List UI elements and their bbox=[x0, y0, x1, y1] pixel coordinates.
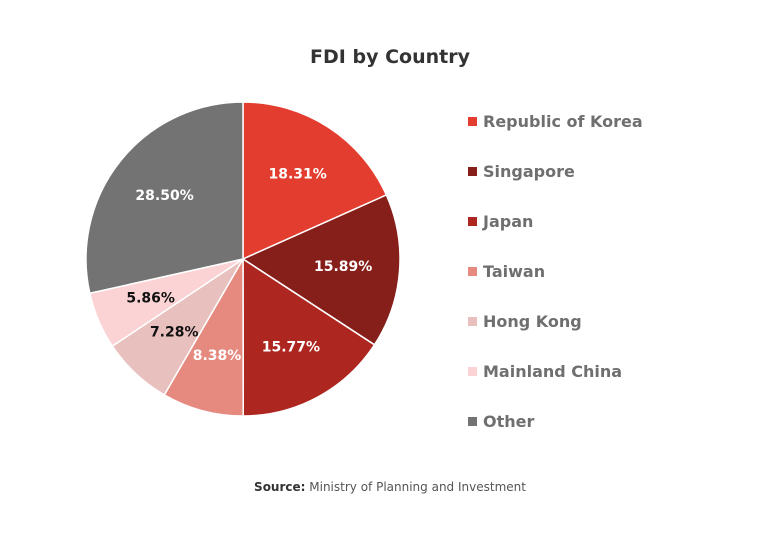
legend-swatch bbox=[468, 266, 477, 276]
data-label-other: 28.50% bbox=[135, 188, 193, 204]
legend-swatch bbox=[468, 316, 477, 326]
legend-item-republic-of-korea: Republic of Korea bbox=[468, 109, 643, 133]
legend-swatch bbox=[468, 116, 477, 126]
data-label-mainland-china: 5.86% bbox=[126, 291, 175, 307]
data-label-taiwan: 8.38% bbox=[193, 348, 242, 364]
legend-swatch bbox=[468, 366, 477, 376]
legend-item-hong-kong: Hong Kong bbox=[468, 309, 582, 333]
legend-swatch bbox=[468, 216, 477, 226]
legend-item-taiwan: Taiwan bbox=[468, 259, 545, 283]
data-label-republic-of-korea: 18.31% bbox=[269, 167, 327, 183]
legend-label: Republic of Korea bbox=[483, 111, 643, 131]
legend-label: Taiwan bbox=[483, 261, 546, 281]
legend-swatch bbox=[468, 416, 477, 426]
data-label-japan: 15.77% bbox=[262, 339, 320, 355]
legend-item-singapore: Singapore bbox=[468, 159, 575, 183]
source-text: Ministry of Planning and Investment bbox=[305, 480, 526, 494]
source-key: Source: bbox=[254, 480, 306, 494]
legend-label: Mainland China bbox=[483, 361, 623, 381]
source-note: Source: Ministry of Planning and Investm… bbox=[0, 480, 780, 494]
pie-slice-republic-of-korea bbox=[242, 101, 388, 260]
pie-slice-singapore bbox=[242, 194, 401, 346]
data-label-singapore: 15.89% bbox=[314, 259, 372, 275]
data-label-hong-kong: 7.28% bbox=[150, 324, 199, 340]
legend-item-japan: Japan bbox=[468, 209, 533, 233]
legend-label: Singapore bbox=[483, 161, 575, 181]
legend-swatch bbox=[468, 166, 477, 176]
pie-slice-japan bbox=[242, 258, 376, 417]
legend-item-mainland-china: Mainland China bbox=[468, 359, 622, 383]
legend-label: Other bbox=[483, 411, 535, 431]
chart-title: FDI by Country bbox=[310, 46, 470, 68]
legend-label: Japan bbox=[483, 211, 534, 231]
legend-label: Hong Kong bbox=[483, 311, 582, 331]
legend-item-other: Other bbox=[468, 409, 534, 433]
pie-slice-other bbox=[85, 101, 244, 295]
